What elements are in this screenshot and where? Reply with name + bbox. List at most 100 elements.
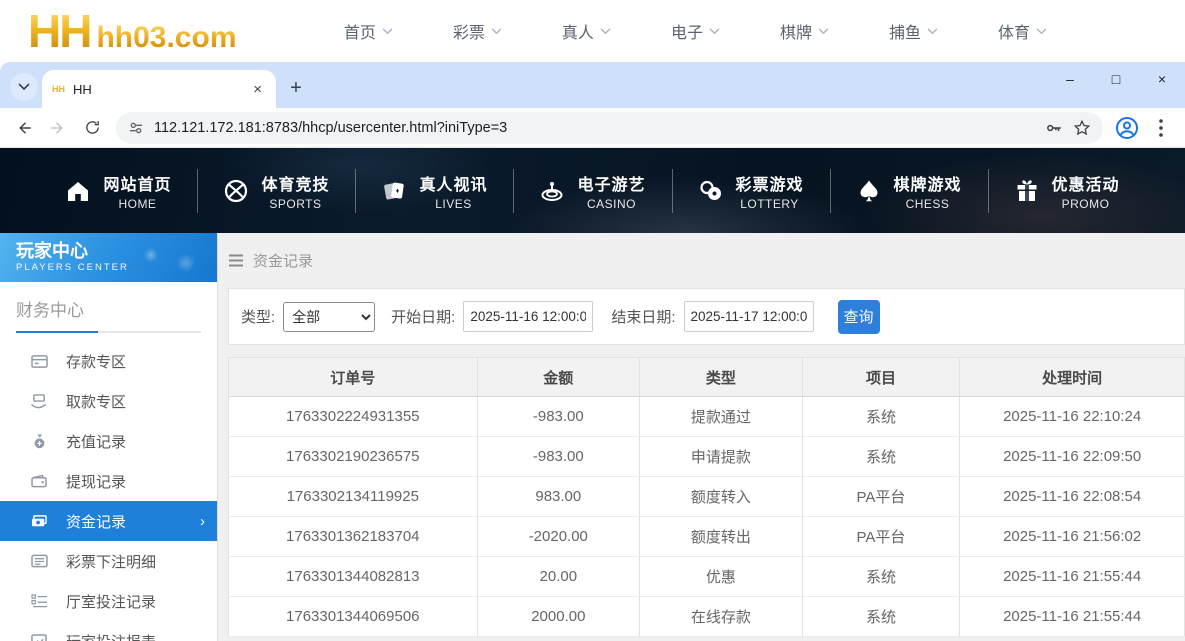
- sidebar-item-2[interactable]: 充值记录: [0, 421, 217, 461]
- table-cell: 系统: [802, 396, 961, 437]
- main-nav-label-zh: 网站首页: [103, 176, 172, 194]
- chevron-down-icon: [1036, 27, 1047, 35]
- deposit-card-icon: [30, 354, 48, 369]
- table-cell: 1763301362183704: [228, 516, 478, 557]
- start-date-input[interactable]: [463, 301, 594, 332]
- sidebar-item-4[interactable]: 资金记录 ›: [0, 501, 217, 541]
- withdraw-hand-icon: [30, 393, 48, 409]
- site-nav-item-5[interactable]: 捕鱼: [889, 19, 938, 43]
- main-panel: 资金记录 类型: 全部 开始日期: 结束日期: 查询 订单号金额类型项目处理时间…: [218, 233, 1185, 641]
- wallet-icon: [30, 474, 48, 488]
- table-cell: PA平台: [802, 476, 961, 517]
- site-nav-item-4[interactable]: 棋牌: [780, 19, 829, 43]
- main-nav-label-en: CHESS: [905, 196, 950, 211]
- table-cell: 优惠: [639, 556, 803, 597]
- main-nav-label-en: HOME: [118, 196, 157, 211]
- main-nav-label-en: LIVES: [435, 196, 472, 211]
- table-cell: 1763302224931355: [228, 396, 478, 437]
- content: 玩家中心 PLAYERS CENTER 财务中心 存款专区 取款专区 充值记录 提现记…: [0, 233, 1185, 641]
- main-nav-item-3[interactable]: 电子游艺 CASINO: [513, 171, 671, 211]
- chevron-down-icon: [18, 83, 30, 91]
- table-cell: -983.00: [477, 396, 641, 437]
- sidebar-section-rule: [16, 331, 201, 333]
- table-cell: 系统: [802, 596, 961, 637]
- profile-avatar-icon[interactable]: [1111, 112, 1143, 144]
- breadcrumb-label: 资金记录: [253, 253, 314, 270]
- start-date-label: 开始日期:: [391, 309, 456, 326]
- password-key-icon[interactable]: [1045, 119, 1063, 137]
- sidebar-header: 玩家中心 PLAYERS CENTER: [0, 233, 217, 282]
- main-nav-item-5[interactable]: 棋牌游戏 CHESS: [830, 171, 988, 211]
- url-text[interactable]: 112.121.172.181:8783/hhcp/usercenter.htm…: [154, 119, 508, 136]
- table-cell: 2025-11-16 21:55:44: [959, 596, 1185, 637]
- tab-search-button[interactable]: [10, 73, 38, 101]
- chevron-down-icon: [709, 27, 720, 35]
- bookmark-star-icon[interactable]: [1073, 119, 1091, 137]
- forward-arrow-icon: [51, 121, 63, 134]
- table-cell: 2025-11-16 21:56:02: [959, 516, 1185, 557]
- main-nav-item-4[interactable]: 彩票游戏 LOTTERY: [672, 171, 830, 211]
- end-date-input[interactable]: [683, 301, 814, 332]
- browser-menu-kebab-icon[interactable]: [1145, 112, 1177, 144]
- main-nav-label-zh: 体育竞技: [261, 176, 330, 194]
- table-row: 1763302190236575 -983.00 申请提款 系统 2025-11-16 …: [228, 436, 1185, 477]
- table-cell: 2025-11-16 21:55:44: [959, 556, 1185, 597]
- main-nav-item-1[interactable]: 体育竞技 SPORTS: [197, 171, 355, 211]
- sidebar-item-0[interactable]: 存款专区: [0, 341, 217, 381]
- sidebar-item-5[interactable]: 彩票下注明细: [0, 541, 217, 581]
- site-nav-item-6[interactable]: 体育: [998, 19, 1047, 43]
- main-nav-item-2[interactable]: 真人视讯 LIVES: [355, 171, 513, 211]
- table-cell: -2020.00: [477, 516, 641, 557]
- site-nav-item-1[interactable]: 彩票: [453, 19, 502, 43]
- main-nav-item-6[interactable]: 优惠活动 PROMO: [988, 171, 1146, 211]
- sidebar: 玩家中心 PLAYERS CENTER 财务中心 存款专区 取款专区 充值记录 提现记…: [0, 233, 218, 641]
- basketball-icon: [223, 178, 249, 204]
- browser-tab[interactable]: HH HH ×: [42, 70, 276, 108]
- site-header: HH hh03.com 首页 彩票 真人 电子 棋牌 捕鱼 体育: [0, 0, 1185, 62]
- type-select[interactable]: 全部: [283, 301, 376, 332]
- forward-button[interactable]: [42, 112, 74, 144]
- logo-hh-text: HH: [28, 5, 92, 57]
- browser-toolbar: 112.121.172.181:8783/hhcp/usercenter.htm…: [0, 108, 1185, 148]
- back-button[interactable]: [8, 112, 40, 144]
- new-tab-button[interactable]: +: [290, 76, 302, 99]
- table-cell: 提款通过: [639, 396, 803, 437]
- table-row: 1763302134119925 983.00 额度转入 PA平台 2025-11-16…: [228, 476, 1185, 517]
- close-button[interactable]: ×: [1157, 71, 1167, 87]
- sidebar-item-3[interactable]: 提现记录: [0, 461, 217, 501]
- reload-button[interactable]: [76, 112, 108, 144]
- search-button[interactable]: 查询: [837, 299, 880, 334]
- filter-panel: 类型: 全部 开始日期: 结束日期: 查询: [228, 288, 1185, 345]
- tab-title: HH: [73, 81, 92, 97]
- sidebar-item-1[interactable]: 取款专区: [0, 381, 217, 421]
- site-logo[interactable]: HH hh03.com: [28, 8, 237, 54]
- sidebar-item-7[interactable]: 玩家投注报表: [0, 621, 217, 641]
- site-nav-label: 首页: [343, 25, 376, 42]
- site-nav-label: 体育: [997, 25, 1030, 42]
- sidebar-title: 玩家中心: [16, 241, 88, 261]
- main-nav-item-0[interactable]: 网站首页 HOME: [39, 171, 197, 211]
- chevron-down-icon: [600, 27, 611, 35]
- sidebar-item-label: 资金记录: [66, 513, 127, 531]
- site-nav-item-0[interactable]: 首页: [344, 19, 393, 43]
- table-header-cell: 订单号: [228, 357, 478, 397]
- main-nav-label-zh: 优惠活动: [1051, 176, 1120, 194]
- ticket-list-icon: [30, 554, 48, 568]
- tab-close-icon[interactable]: ×: [253, 80, 262, 98]
- site-nav-label: 真人: [561, 25, 594, 42]
- minimize-button[interactable]: –: [1066, 71, 1074, 87]
- site-nav-item-2[interactable]: 真人: [562, 19, 611, 43]
- sidebar-item-label: 玩家投注报表: [66, 631, 156, 641]
- url-bar[interactable]: 112.121.172.181:8783/hhcp/usercenter.htm…: [116, 111, 1103, 144]
- table-cell: 20.00: [477, 556, 641, 597]
- maximize-button[interactable]: □: [1111, 71, 1121, 87]
- logo-domain-text: hh03.com: [96, 21, 237, 54]
- site-nav-item-3[interactable]: 电子: [671, 19, 720, 43]
- site-settings-icon[interactable]: [128, 120, 144, 136]
- table-cell: 1763301344069506: [228, 596, 478, 637]
- main-nav-label-zh: 棋牌游戏: [893, 176, 962, 194]
- sidebar-item-label: 取款专区: [66, 393, 127, 411]
- chevron-down-icon: [382, 27, 393, 35]
- sidebar-item-6[interactable]: 厅室投注记录: [0, 581, 217, 621]
